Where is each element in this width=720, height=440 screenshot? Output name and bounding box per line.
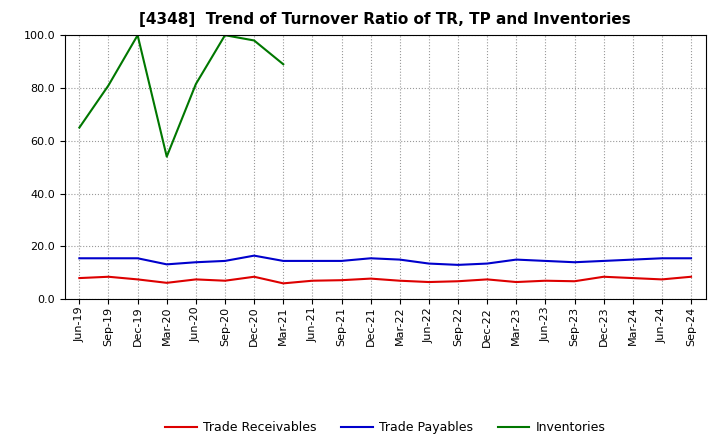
Trade Receivables (75, 275, 84, 281)
Trade Payables (541, 258, 550, 264)
Trade Payables (279, 258, 287, 264)
Trade Receivables (163, 280, 171, 286)
Trade Payables (337, 258, 346, 264)
Inventories (163, 154, 171, 159)
Trade Receivables (133, 277, 142, 282)
Trade Receivables (512, 279, 521, 285)
Trade Payables (687, 256, 696, 261)
Trade Receivables (454, 279, 462, 284)
Line: Trade Receivables: Trade Receivables (79, 277, 691, 283)
Trade Payables (657, 256, 666, 261)
Inventories (104, 83, 113, 88)
Trade Payables (599, 258, 608, 264)
Trade Payables (308, 258, 317, 264)
Trade Payables (483, 261, 492, 266)
Inventories (192, 81, 200, 87)
Trade Payables (570, 260, 579, 265)
Trade Receivables (337, 278, 346, 283)
Trade Receivables (483, 277, 492, 282)
Trade Payables (220, 258, 229, 264)
Trade Payables (192, 260, 200, 265)
Inventories (279, 62, 287, 67)
Inventories (220, 33, 229, 38)
Trade Payables (454, 262, 462, 268)
Trade Receivables (279, 281, 287, 286)
Trade Payables (425, 261, 433, 266)
Trade Receivables (425, 279, 433, 285)
Trade Payables (366, 256, 375, 261)
Trade Receivables (657, 277, 666, 282)
Trade Payables (395, 257, 404, 262)
Trade Payables (104, 256, 113, 261)
Title: [4348]  Trend of Turnover Ratio of TR, TP and Inventories: [4348] Trend of Turnover Ratio of TR, TP… (140, 12, 631, 27)
Trade Receivables (104, 274, 113, 279)
Line: Inventories: Inventories (79, 35, 283, 157)
Legend: Trade Receivables, Trade Payables, Inventories: Trade Receivables, Trade Payables, Inven… (161, 416, 610, 439)
Trade Receivables (395, 278, 404, 283)
Trade Payables (512, 257, 521, 262)
Trade Payables (163, 262, 171, 267)
Trade Receivables (629, 275, 637, 281)
Line: Trade Payables: Trade Payables (79, 256, 691, 265)
Trade Receivables (687, 274, 696, 279)
Inventories (250, 38, 258, 43)
Inventories (133, 33, 142, 38)
Trade Receivables (541, 278, 550, 283)
Trade Receivables (599, 274, 608, 279)
Trade Payables (629, 257, 637, 262)
Trade Receivables (570, 279, 579, 284)
Trade Receivables (250, 274, 258, 279)
Trade Payables (133, 256, 142, 261)
Inventories (75, 125, 84, 130)
Trade Receivables (308, 278, 317, 283)
Trade Receivables (192, 277, 200, 282)
Trade Payables (250, 253, 258, 258)
Trade Receivables (220, 278, 229, 283)
Trade Receivables (366, 276, 375, 281)
Trade Payables (75, 256, 84, 261)
